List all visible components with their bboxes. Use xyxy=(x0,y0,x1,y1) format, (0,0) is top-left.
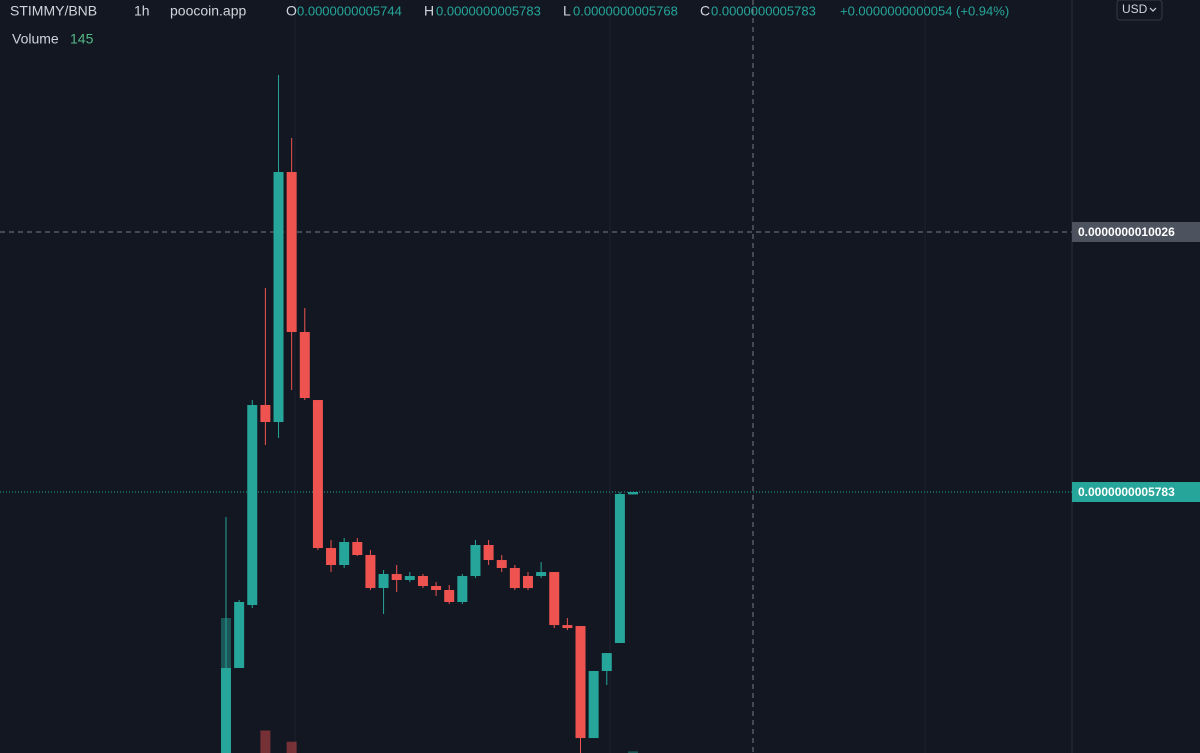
source: poocoin.app xyxy=(170,3,247,19)
volume-bar xyxy=(628,751,639,753)
currency-box[interactable] xyxy=(1116,0,1163,21)
candle-body xyxy=(575,626,586,739)
candle-body xyxy=(549,572,560,626)
candle-body xyxy=(299,332,310,399)
ohlc-letter: L xyxy=(563,3,571,19)
ohlc-value: 0.0000000005783 xyxy=(436,3,541,18)
ohlc-letter: C xyxy=(700,3,710,19)
candle-body xyxy=(273,172,284,423)
candle-body xyxy=(404,576,415,581)
candle-body xyxy=(234,602,245,669)
ohlc-letter: O xyxy=(286,3,297,19)
volume-bar xyxy=(286,741,297,753)
candle-body xyxy=(509,567,520,589)
price-axis: 0.0000000010026 0.0000000005783 xyxy=(1072,222,1200,503)
ohlc-value: 0.0000000005783 xyxy=(711,3,816,18)
candle-body xyxy=(444,589,455,603)
candle-body xyxy=(536,572,547,577)
plot xyxy=(0,75,1072,753)
symbol: STIMMY/BNB xyxy=(10,3,97,19)
candle-body xyxy=(628,492,639,495)
ohlc-value: 0.0000000005744 xyxy=(297,3,402,18)
candle-body xyxy=(221,668,231,753)
candle-body xyxy=(614,494,625,644)
chevron xyxy=(1149,7,1157,12)
last-price-label-box xyxy=(1072,482,1200,503)
candle-body xyxy=(496,560,507,568)
interval: 1h xyxy=(134,3,150,19)
volume-label: Volume xyxy=(12,31,59,47)
candle-body xyxy=(326,548,337,565)
candle-body xyxy=(470,545,481,577)
candle-body xyxy=(260,404,271,423)
volume-value: 145 xyxy=(70,31,94,47)
crosshair-label-box xyxy=(1072,222,1200,243)
crosshair-label: 0.0000000010026 xyxy=(1078,225,1175,239)
ohlc-letter: H xyxy=(424,3,434,19)
candle-body xyxy=(457,576,468,603)
candle-body xyxy=(522,576,533,589)
last-price-label: 0.0000000005783 xyxy=(1078,485,1175,499)
candle-body xyxy=(417,576,428,587)
candle-body xyxy=(588,671,599,739)
candle-body xyxy=(483,545,494,561)
header: STIMMY/BNB 1h poocoin.app O 0.0000000005… xyxy=(10,3,1009,47)
candle-body xyxy=(562,625,573,629)
volume-bar xyxy=(260,730,271,753)
ohlc-value: 0.0000000005768 xyxy=(573,3,678,18)
candle-body xyxy=(286,172,297,333)
candle-body xyxy=(431,586,442,590)
candle-body xyxy=(352,542,363,556)
candle-body xyxy=(378,574,389,589)
candle-body xyxy=(391,574,402,581)
change: +0.0000000000054 (+0.94%) xyxy=(840,3,1009,18)
candle-body xyxy=(247,404,258,606)
grid xyxy=(294,0,926,753)
candle-body xyxy=(365,555,376,589)
candle-body xyxy=(339,542,350,565)
currency[interactable]: USD xyxy=(1122,2,1148,16)
candle-body xyxy=(601,653,612,672)
currency-button[interactable]: USD xyxy=(1116,0,1163,21)
candle-body xyxy=(312,400,323,549)
